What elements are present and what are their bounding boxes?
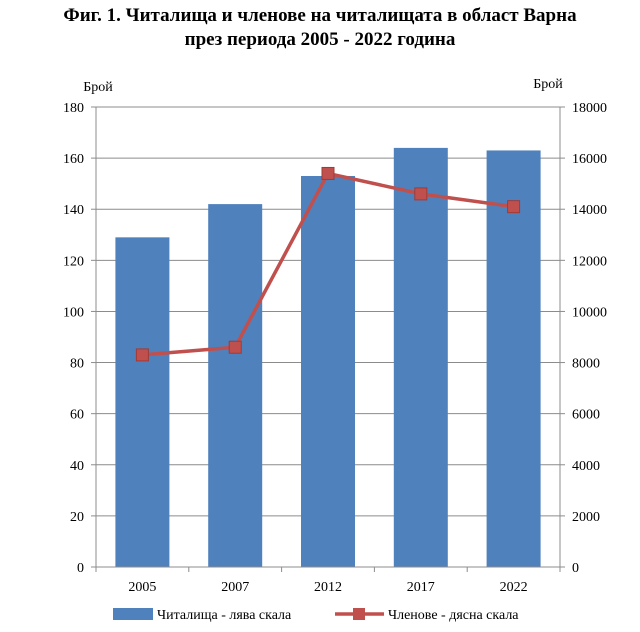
legend-swatch-bars	[113, 608, 153, 620]
x-tick-label: 2005	[128, 580, 156, 595]
bar-2022	[486, 150, 541, 567]
bar-2017	[393, 147, 448, 567]
marker-2007	[228, 340, 242, 354]
marker-2005	[135, 348, 149, 362]
bar-series	[115, 147, 541, 568]
axes	[91, 106, 565, 572]
y-left-tick-label: 20	[70, 510, 84, 525]
y-left-tick-label: 100	[63, 305, 84, 320]
axis-labels: 0 20 40 60 80 100 120 140 160 180 0 2000 4000 6000 800…	[63, 77, 607, 595]
x-tick-label: 2022	[500, 580, 528, 595]
y-right-tick-label: 16000	[572, 152, 607, 167]
y-left-tick-label: 0	[77, 561, 84, 576]
y-left-tick-label: 120	[63, 254, 84, 269]
y-right-tick-label: 14000	[572, 203, 607, 218]
y-right-tick-label: 6000	[572, 408, 600, 423]
line-series	[135, 166, 521, 362]
y-right-tick-label: 2000	[572, 510, 600, 525]
y-left-tick-label: 180	[63, 101, 84, 116]
bar-2005	[115, 237, 170, 568]
y-right-tick-label: 18000	[572, 101, 607, 116]
legend-swatch-marker	[353, 608, 365, 620]
y-left-axis-label: Брой	[83, 80, 113, 95]
chart-title-line-1: Фиг. 1. Читалища и членове на читалищата…	[63, 5, 577, 26]
x-tick-label: 2012	[314, 580, 342, 595]
y-right-tick-label: 4000	[572, 459, 600, 474]
legend: Читалища - лява скала Членове - дясна ска…	[113, 608, 519, 623]
y-left-tick-label: 160	[63, 152, 84, 167]
bar-2012	[301, 176, 355, 567]
x-tick-label: 2017	[407, 580, 435, 595]
chart-title-line-2: през периода 2005 - 2022 година	[184, 29, 456, 50]
y-right-tick-label: 8000	[572, 357, 600, 372]
y-left-tick-label: 80	[70, 357, 84, 372]
x-tick-label: 2007	[221, 580, 249, 595]
y-left-tick-label: 40	[70, 459, 84, 474]
y-right-tick-label: 12000	[572, 254, 607, 269]
bar-2007	[208, 204, 263, 567]
y-left-tick-label: 60	[70, 408, 84, 423]
marker-2012	[321, 166, 335, 180]
marker-2022	[507, 200, 521, 214]
legend-label-line: Членове - дясна скала	[388, 608, 519, 623]
y-right-axis-label: Брой	[533, 77, 563, 92]
legend-label-bars: Читалища - лява скала	[157, 608, 292, 623]
y-left-tick-label: 140	[63, 203, 84, 218]
y-right-tick-label: 0	[572, 561, 579, 576]
y-right-tick-label: 10000	[572, 305, 607, 320]
marker-2017	[414, 187, 428, 201]
chart-title: Фиг. 1. Читалища и членове на читалищата…	[0, 4, 640, 52]
